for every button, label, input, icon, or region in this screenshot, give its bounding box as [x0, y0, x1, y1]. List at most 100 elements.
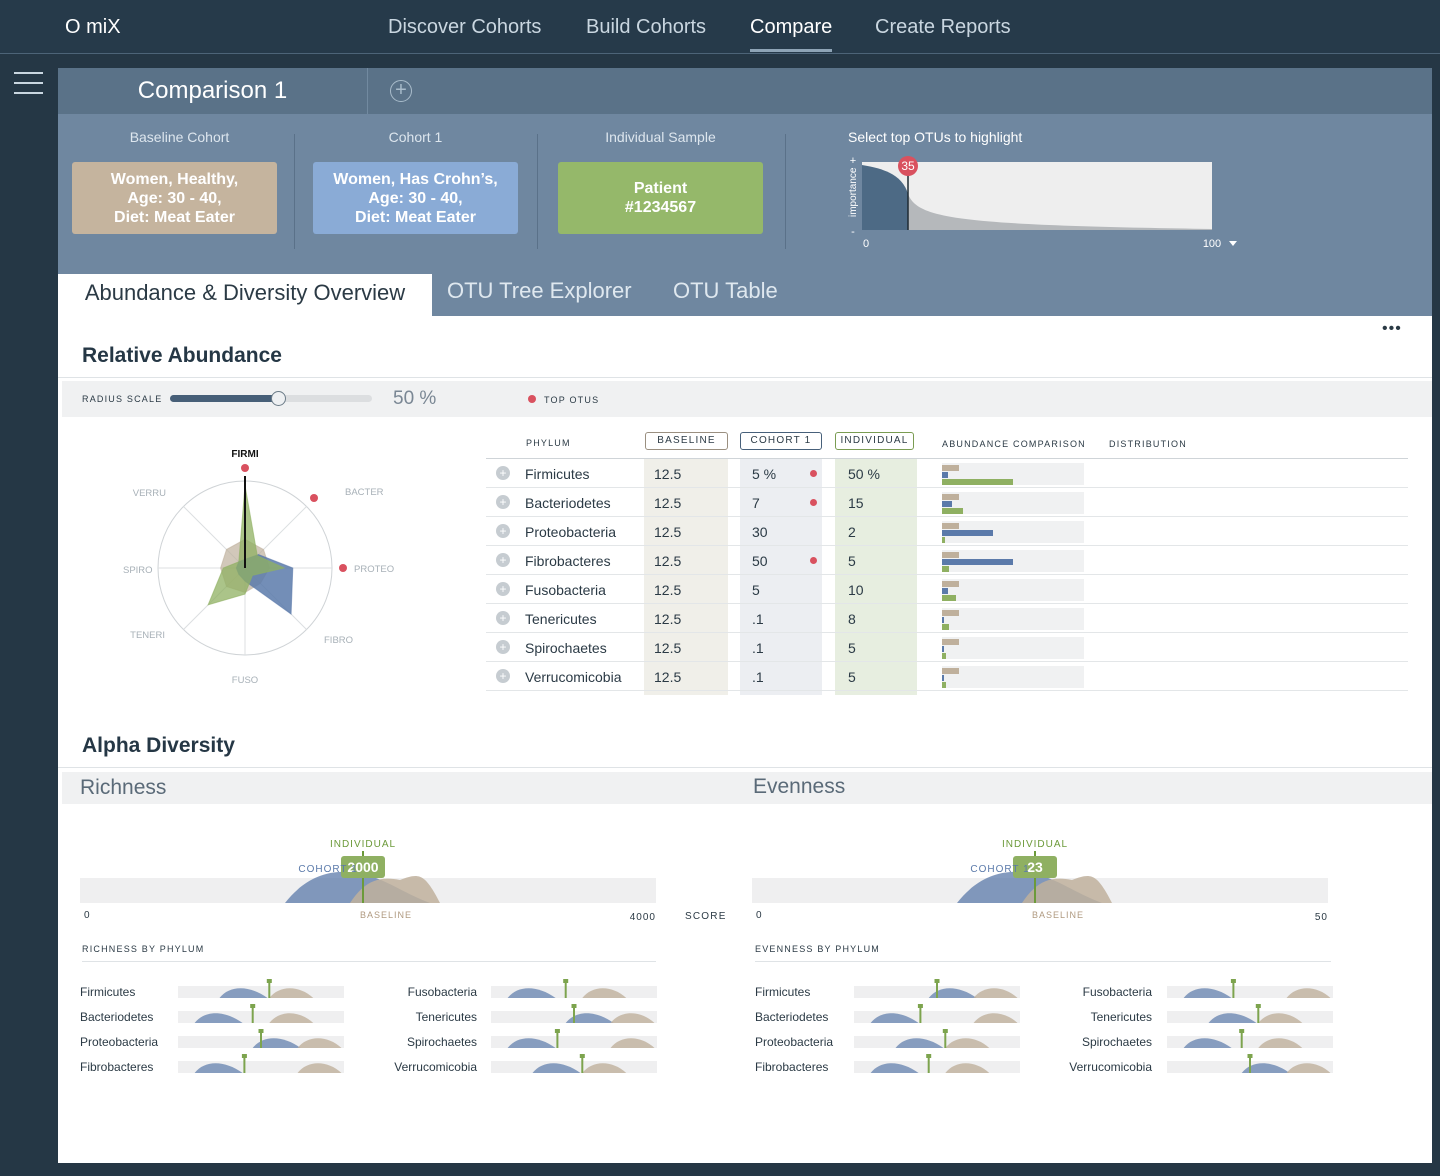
table-row[interactable]: + Verrucomicobia 12.5 .1 5 [486, 662, 1408, 691]
individual-value: 5 [848, 669, 856, 685]
individual-value: 5 [848, 553, 856, 569]
radius-scale-value: 50 % [393, 388, 437, 409]
baseline-bar [942, 668, 960, 674]
baseline-value: 12.5 [654, 582, 682, 598]
mini-cohort1-shape [194, 1063, 243, 1073]
otu-importance-chart[interactable]: 35 + - importance 0 100 [828, 149, 1248, 259]
individual-bar [942, 537, 945, 543]
nav-discover-cohorts[interactable]: Discover Cohorts [388, 16, 542, 38]
individual-bar [942, 479, 1013, 485]
top-otu-dot [810, 470, 817, 477]
mini-baseline-shape [945, 1063, 990, 1073]
main-panel: Comparison 1 + Baseline Cohort Women, He… [58, 68, 1432, 1163]
table-row[interactable]: + Fusobacteria 12.5 5 10 [486, 575, 1408, 604]
cohort1-bar [942, 617, 944, 623]
mini-cohort1-shape [928, 988, 977, 998]
individual-bar [942, 595, 957, 601]
menu-icon[interactable] [14, 72, 43, 96]
nav-compare[interactable]: Compare [750, 16, 833, 52]
mini-cohort1-shape [870, 1063, 919, 1073]
individual-bar [942, 624, 950, 630]
mini-baseline-shape [1258, 1038, 1303, 1048]
cohort1-column-bg [740, 459, 822, 695]
col-header-baseline[interactable]: BASELINE [645, 432, 728, 450]
comparison-tab[interactable]: Comparison 1 [58, 68, 368, 114]
view-tabs: Abundance & Diversity Overview OTU Tree … [58, 274, 1432, 316]
cohort1-label: COHORT 1 [970, 864, 1029, 875]
expand-row-icon[interactable]: + [496, 466, 510, 480]
expand-row-icon[interactable]: + [496, 611, 510, 625]
baseline-label: BASELINE [360, 910, 412, 920]
phylum-name: Fusobacteria [525, 582, 606, 598]
mini-cohort1-shape [507, 988, 556, 998]
tab-otu-tree-explorer[interactable]: OTU Tree Explorer [447, 278, 632, 303]
mini-individual-cap [563, 979, 569, 983]
mini-individual-cap [1255, 1004, 1261, 1008]
mini-individual-cap [1247, 1054, 1253, 1058]
phylum-mini-label: Tenericutes [1090, 1010, 1152, 1024]
table-row[interactable]: + Proteobacteria 12.5 30 2 [486, 517, 1408, 546]
mini-individual-cap [934, 979, 940, 983]
col-header-cohort1[interactable]: COHORT 1 [740, 432, 822, 450]
mini-cohort1-shape [219, 988, 268, 998]
baseline-value: 12.5 [654, 495, 682, 511]
phylum-mini-label: Proteobacteria [755, 1035, 834, 1049]
score-label: SCORE [685, 911, 727, 922]
more-options-icon[interactable]: ••• [1382, 320, 1402, 337]
phylum-mini-label: Verrucomicobia [394, 1060, 477, 1074]
top-otus-legend: TOP OTUS [544, 395, 600, 405]
otu-select-label: Select top OTUs to highlight [848, 129, 1023, 145]
mini-baseline-shape [582, 1063, 627, 1073]
expand-row-icon[interactable]: + [496, 582, 510, 596]
table-row[interactable]: + Fibrobacteres 12.5 50 5 [486, 546, 1408, 575]
individual-sample-label: Individual Sample [605, 129, 716, 145]
phylum-mini-label: Fibrobacteres [80, 1060, 154, 1074]
otu-threshold-handle [898, 156, 918, 176]
mini-baseline-shape [1258, 1013, 1303, 1023]
cohort1-bar [942, 559, 1013, 565]
nav-create-reports[interactable]: Create Reports [875, 16, 1011, 38]
radar-label-bacter: BACTER [345, 487, 384, 498]
radar-top-otu-dot [310, 494, 318, 502]
mini-individual-cap [241, 1054, 247, 1058]
phylum-mini-chart [178, 1004, 344, 1023]
table-row[interactable]: + Tenericutes 12.5 .1 8 [486, 604, 1408, 633]
cohort1-card[interactable]: Women, Has Crohn’s, Age: 30 - 40, Diet: … [313, 162, 518, 234]
expand-row-icon[interactable]: + [496, 524, 510, 538]
richness-by-phylum-title: RICHNESS BY PHYLUM [82, 944, 205, 954]
table-row[interactable]: + Firmicutes 12.5 5 % 50 % [486, 459, 1408, 488]
comparison-tab-bar: Comparison 1 + [58, 68, 1432, 114]
expand-row-icon[interactable]: + [496, 640, 510, 654]
baseline-value: 12.5 [654, 640, 682, 656]
mini-cohort1-shape [252, 1038, 301, 1048]
table-row[interactable]: + Spirochaetes 12.5 .1 5 [486, 633, 1408, 662]
nav-build-cohorts[interactable]: Build Cohorts [586, 16, 707, 38]
phylum-name: Fibrobacteres [525, 553, 611, 569]
individual-sample-card[interactable]: Patient #1234567 [558, 162, 763, 234]
expand-row-icon[interactable]: + [496, 669, 510, 683]
otu-threshold-value: 35 [901, 159, 915, 173]
tab-abundance-diversity[interactable]: Abundance & Diversity Overview [58, 274, 432, 316]
individual-value: 5 [848, 640, 856, 656]
phylum-name: Firmicutes [525, 466, 590, 482]
radius-scale-handle[interactable] [271, 391, 287, 406]
cohort1-value: .1 [752, 640, 764, 656]
radius-scale-slider[interactable] [170, 391, 372, 406]
phylum-mini-chart [1167, 1004, 1333, 1023]
add-comparison-icon[interactable]: + [390, 80, 412, 102]
table-row[interactable]: + Bacteriodetes 12.5 7 15 [486, 488, 1408, 517]
expand-row-icon[interactable]: + [496, 495, 510, 509]
individual-value: 23 [1027, 859, 1043, 875]
expand-row-icon[interactable]: + [496, 553, 510, 567]
baseline-distribution [350, 875, 440, 903]
individual-value: 50 % [848, 466, 880, 482]
mini-individual-cap [942, 1029, 948, 1033]
radar-top-otu-dot [241, 464, 249, 472]
baseline-cohort-card[interactable]: Women, Healthy, Age: 30 - 40, Diet: Meat… [72, 162, 277, 234]
phylum-mini-label: Spirochaetes [406, 1035, 477, 1049]
individual-value: 15 [848, 495, 864, 511]
tab-otu-table[interactable]: OTU Table [673, 278, 778, 303]
col-header-individual[interactable]: INDIVIDUAL [835, 432, 914, 450]
app-logo[interactable]: O miX [65, 16, 121, 38]
